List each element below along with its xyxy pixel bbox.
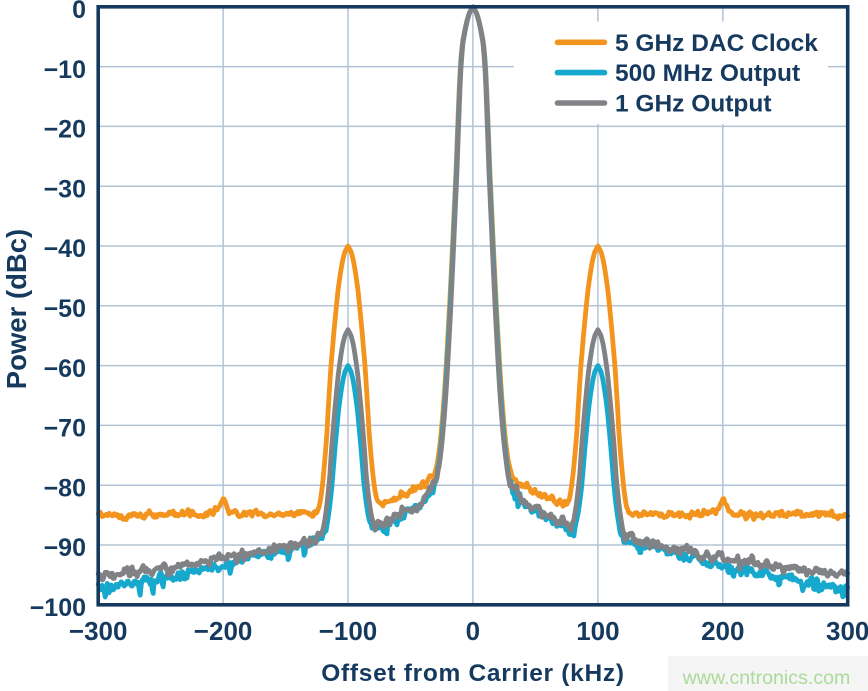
svg-text:−50: −50	[44, 295, 86, 323]
svg-text:500 MHz Output: 500 MHz Output	[615, 60, 800, 87]
svg-text:Power (dBc): Power (dBc)	[1, 229, 32, 389]
svg-text:−80: −80	[44, 474, 86, 502]
svg-text:300: 300	[826, 616, 868, 646]
svg-text:−90: −90	[44, 534, 86, 562]
svg-text:−20: −20	[44, 116, 86, 144]
svg-text:−60: −60	[44, 355, 86, 383]
svg-text:200: 200	[701, 616, 744, 646]
svg-text:www.cntronics.com: www.cntronics.com	[682, 667, 851, 689]
svg-text:−100: −100	[319, 616, 378, 646]
svg-text:0: 0	[466, 616, 480, 646]
svg-text:1 GHz Output: 1 GHz Output	[615, 91, 772, 118]
svg-text:−300: −300	[69, 616, 128, 646]
svg-text:100: 100	[576, 616, 619, 646]
svg-text:−40: −40	[44, 235, 86, 263]
svg-text:Offset from Carrier (kHz): Offset from Carrier (kHz)	[321, 660, 624, 687]
svg-text:−70: −70	[44, 415, 86, 443]
svg-text:−30: −30	[44, 175, 86, 203]
svg-text:−10: −10	[44, 56, 86, 84]
svg-text:5 GHz DAC Clock: 5 GHz DAC Clock	[615, 30, 818, 57]
svg-text:−100: −100	[30, 594, 86, 622]
svg-text:−200: −200	[194, 616, 253, 646]
svg-text:0: 0	[72, 0, 86, 24]
